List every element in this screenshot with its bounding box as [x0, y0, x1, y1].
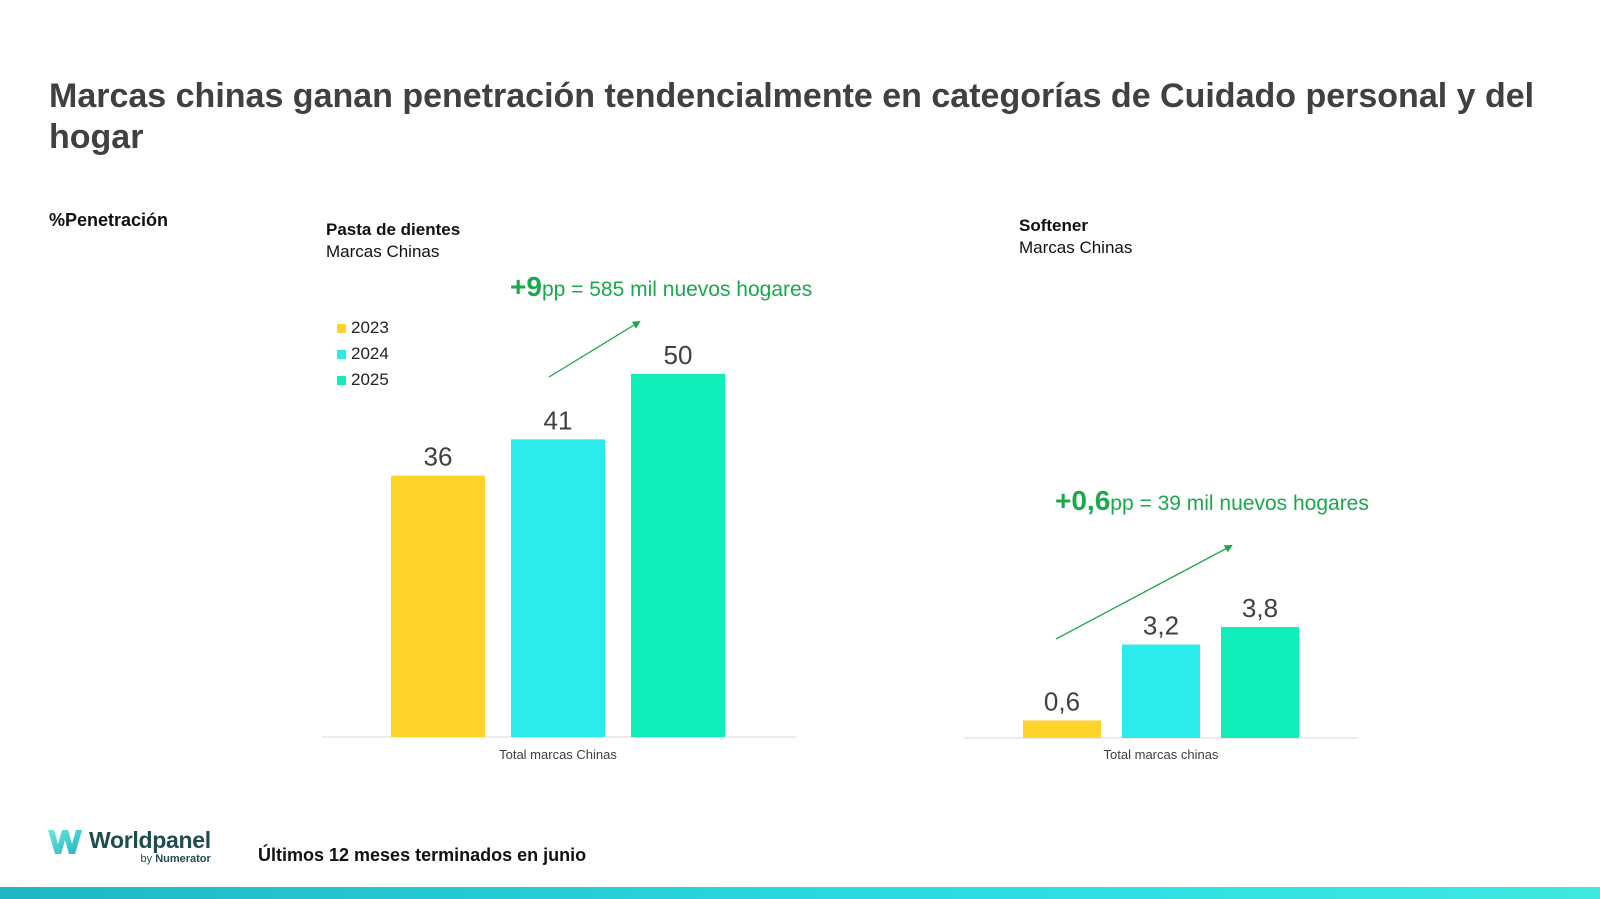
legend-item-2025: 2025: [337, 367, 389, 393]
legend-swatch-2025: [337, 375, 346, 385]
legend-swatch-2024: [337, 349, 346, 359]
chart1-legend: 2023 2024 2025: [337, 315, 389, 393]
chart2-annotation: +0,6pp = 39 mil nuevos hogares: [1055, 485, 1369, 517]
worldpanel-logo: Worldpanel by Numerator: [47, 828, 211, 865]
bottom-band: [0, 887, 1600, 899]
logo-brand: Numerator: [155, 853, 211, 865]
chart1-header: Pasta de dientes Marcas Chinas: [326, 219, 460, 263]
chart2-subtitle: Marcas Chinas: [1019, 238, 1133, 257]
worldpanel-w-icon: [48, 830, 82, 854]
page-title: Marcas chinas ganan penetración tendenci…: [49, 77, 1535, 156]
chart2-bar-2024: [1122, 644, 1200, 738]
legend-label-2025: 2025: [351, 370, 389, 389]
legend-item-2023: 2023: [337, 315, 389, 341]
chart2-category-label: Total marcas chinas: [1104, 747, 1219, 762]
chart1-bar-2023: [391, 475, 485, 737]
legend-label-2024: 2024: [351, 344, 389, 363]
footer-note: Últimos 12 meses terminados en junio: [258, 845, 587, 865]
chart1-annotation-text: pp = 585 mil nuevos hogares: [541, 278, 813, 301]
metric-label: %Penetración: [49, 210, 169, 230]
chart1-category-label: Total marcas Chinas: [499, 747, 617, 762]
chart1-annotation: +9pp = 585 mil nuevos hogares: [510, 271, 812, 303]
chart1-bar-2024: [511, 439, 605, 737]
logo-by: by: [140, 853, 153, 865]
legend-swatch-2023: [337, 323, 346, 333]
chart1-plot: 36 41 50 Total marcas Chinas: [322, 340, 796, 762]
chart1-trend-arrow: [548, 320, 641, 378]
chart1-data-label-2023: 36: [424, 442, 453, 472]
chart1-data-label-2025: 50: [664, 340, 693, 370]
chart2-bar-2023: [1023, 720, 1101, 738]
chart2-trend-arrow: [1055, 545, 1233, 640]
chart1-bar-2025: [631, 374, 725, 737]
chart1-annotation-delta: +9: [510, 271, 542, 302]
legend-label-2023: 2023: [351, 318, 389, 337]
logo-name: Worldpanel: [89, 827, 211, 853]
chart1-data-label-2024: 41: [544, 405, 573, 435]
chart2-data-label-2023: 0,6: [1044, 686, 1080, 716]
chart2-data-label-2025: 3,8: [1242, 593, 1278, 623]
chart2-title: Softener: [1019, 216, 1088, 235]
chart2-annotation-text: pp = 39 mil nuevos hogares: [1110, 492, 1369, 515]
logo-sub: by Numerator: [89, 853, 211, 865]
chart2-header: Softener Marcas Chinas: [1019, 215, 1132, 259]
chart1-subtitle: Marcas Chinas: [326, 242, 440, 261]
chart2-plot: 0,6 3,2 3,8 Total marcas chinas: [964, 593, 1358, 762]
chart1-title: Pasta de dientes: [326, 220, 461, 239]
legend-item-2024: 2024: [337, 341, 389, 367]
chart2-annotation-delta: +0,6: [1055, 485, 1111, 516]
chart2-bar-2025: [1221, 627, 1299, 738]
chart2-data-label-2024: 3,2: [1143, 611, 1179, 641]
